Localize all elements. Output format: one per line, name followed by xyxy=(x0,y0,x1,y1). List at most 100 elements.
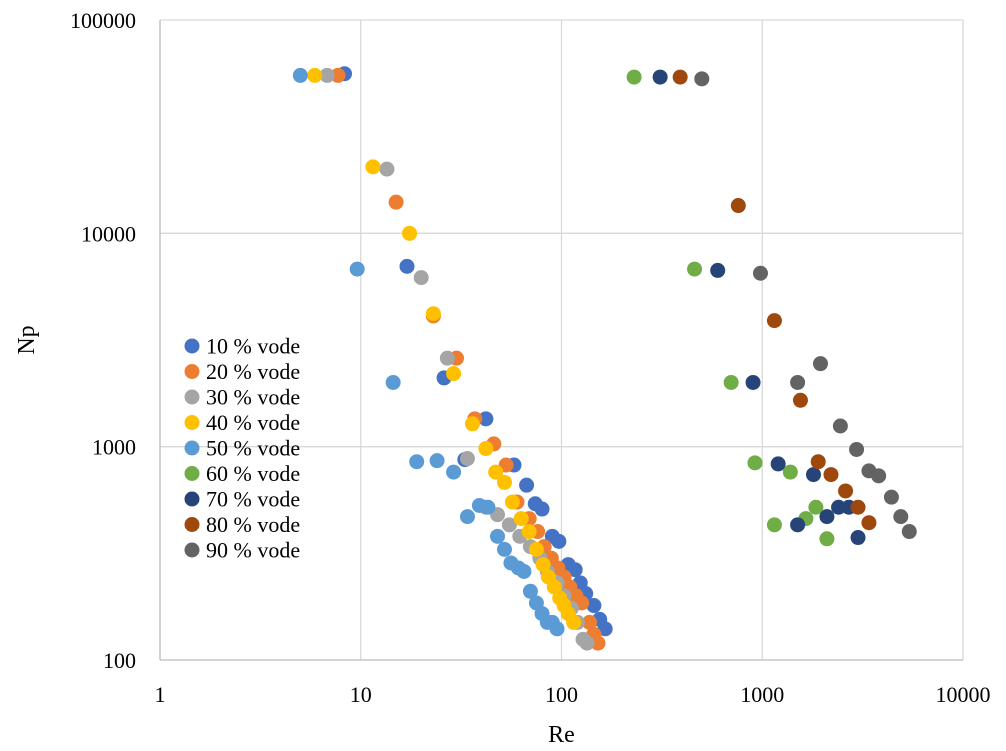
data-point xyxy=(831,499,847,515)
data-point xyxy=(579,635,595,651)
legend-marker xyxy=(184,466,200,481)
series-8-points xyxy=(672,69,877,531)
data-point xyxy=(901,524,917,540)
data-point xyxy=(770,456,786,472)
data-point xyxy=(446,464,462,480)
data-point xyxy=(810,454,826,470)
x-axis-title: Re xyxy=(548,722,575,748)
data-point xyxy=(534,501,550,517)
data-point xyxy=(292,67,308,83)
legend-marker xyxy=(184,415,200,430)
y-tick-label: 1000 xyxy=(92,435,136,460)
data-point xyxy=(478,441,494,457)
data-point xyxy=(464,416,480,432)
data-point xyxy=(535,557,551,573)
data-point xyxy=(379,161,395,177)
data-point xyxy=(808,499,824,515)
data-point xyxy=(330,67,346,83)
data-point xyxy=(694,71,710,87)
data-point xyxy=(823,467,839,483)
data-point xyxy=(819,531,835,547)
data-point xyxy=(516,563,532,579)
data-point xyxy=(871,468,887,484)
data-point xyxy=(488,464,504,480)
legend-label: 60 % vode xyxy=(206,461,300,486)
legend-label: 80 % vode xyxy=(206,512,300,537)
data-point xyxy=(522,583,538,599)
data-point xyxy=(766,313,782,329)
data-point xyxy=(446,366,462,382)
data-point xyxy=(766,517,782,533)
data-point xyxy=(478,411,494,427)
data-point xyxy=(513,511,529,527)
data-point xyxy=(582,614,598,630)
data-points xyxy=(292,66,917,651)
data-point xyxy=(819,509,835,525)
legend-label: 30 % vode xyxy=(206,385,300,410)
data-point xyxy=(399,258,415,274)
data-point xyxy=(838,483,854,499)
y-tick-label: 10000 xyxy=(81,221,136,246)
legend-marker xyxy=(184,517,200,532)
data-point xyxy=(849,441,865,457)
data-point xyxy=(459,509,475,525)
data-point xyxy=(850,530,866,546)
legend-marker xyxy=(184,440,200,456)
data-point xyxy=(496,541,512,557)
data-point xyxy=(832,418,848,434)
data-point xyxy=(652,69,668,85)
data-point xyxy=(349,261,365,277)
data-point xyxy=(850,499,866,515)
data-point xyxy=(566,614,582,630)
x-tick-label: 10 xyxy=(350,682,372,707)
data-point xyxy=(730,198,746,214)
data-point xyxy=(409,454,425,470)
x-tick-label: 100 xyxy=(545,682,578,707)
legend-marker xyxy=(184,389,200,405)
data-point xyxy=(723,374,739,390)
data-point xyxy=(586,598,602,614)
data-point xyxy=(626,69,642,85)
legend-label: 40 % vode xyxy=(206,410,300,435)
x-tick-label: 1000 xyxy=(740,682,784,707)
data-point xyxy=(567,562,583,578)
series-9-points xyxy=(694,71,917,540)
legend-marker xyxy=(184,364,200,379)
data-point xyxy=(590,635,606,651)
data-point xyxy=(388,194,404,210)
series-4-points xyxy=(307,67,582,630)
data-point xyxy=(747,455,763,471)
data-point xyxy=(402,225,418,241)
data-point xyxy=(790,517,806,533)
data-point xyxy=(792,392,808,408)
x-tick-label: 10000 xyxy=(936,682,991,707)
plot-area-frame xyxy=(159,20,963,661)
data-point xyxy=(710,262,726,278)
data-point xyxy=(812,356,828,372)
y-tick-label: 100 xyxy=(103,648,136,673)
legend-marker xyxy=(184,491,200,507)
data-point xyxy=(307,67,323,83)
legend-label: 50 % vode xyxy=(206,436,300,461)
legend-marker xyxy=(184,542,200,558)
data-point xyxy=(439,350,455,366)
legend-label: 70 % vode xyxy=(206,487,300,512)
legend-label: 10 % vode xyxy=(206,334,300,359)
data-point xyxy=(425,306,441,322)
tick-labels: 1 10 100 1000 10000 100 1000 10000 100000 xyxy=(70,8,991,707)
series-7-points xyxy=(652,69,866,546)
data-point xyxy=(501,517,517,533)
data-point xyxy=(672,69,688,85)
data-point xyxy=(546,579,562,595)
y-axis-title: Np xyxy=(14,325,40,354)
data-point xyxy=(790,374,806,390)
data-point xyxy=(504,494,520,510)
data-point xyxy=(459,451,475,467)
data-point xyxy=(883,489,899,505)
x-tick-label: 1 xyxy=(155,682,166,707)
data-point xyxy=(496,474,512,490)
data-point xyxy=(893,509,909,525)
